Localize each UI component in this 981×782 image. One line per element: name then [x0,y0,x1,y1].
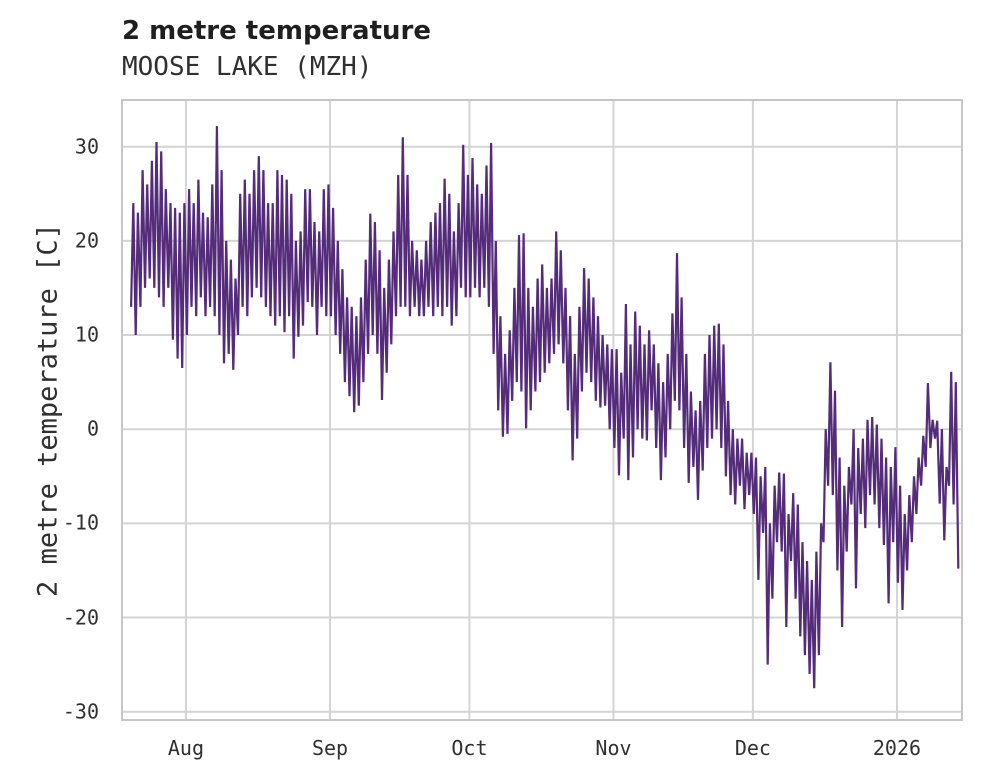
x-tick-label: Dec [734,736,771,760]
y-tick-label: -30 [62,699,99,724]
x-tick-label: 2026 [872,736,922,760]
plot-frame [121,99,963,721]
x-tick-label: Oct [451,736,488,760]
chart-title: 2 metre temperature [122,16,431,46]
x-tick-label: Sep [311,736,349,760]
y-tick-label: -20 [62,605,99,630]
temperature-line [130,125,960,689]
x-tick-label: Aug [167,736,205,760]
y-tick-label: -10 [62,510,99,535]
y-tick-label: 0 [86,416,99,441]
x-tick-label: Nov [595,736,632,760]
y-tick-label: 30 [74,134,99,159]
y-tick-label: 10 [74,322,99,347]
chart-subtitle: MOOSE LAKE (MZH) [122,52,373,82]
y-tick-label: 20 [74,228,99,253]
